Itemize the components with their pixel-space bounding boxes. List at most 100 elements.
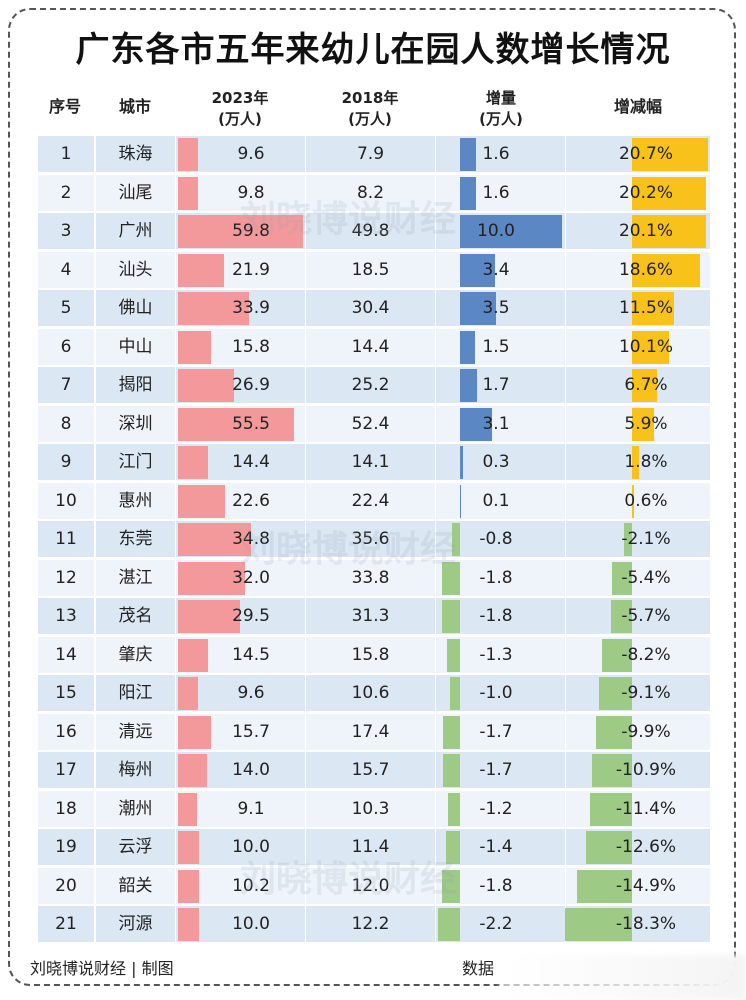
cell-pct: 6.7% [566, 367, 710, 403]
cell-2023: 14.4 [176, 444, 305, 480]
bar-increase [442, 715, 460, 749]
cell-text: 20 [55, 875, 77, 896]
bar-increase [437, 908, 460, 941]
cell-text: 云浮 [118, 837, 153, 857]
cell-2018: 15.7 [306, 752, 435, 788]
cell-2023: 9.6 [176, 136, 305, 172]
cell-pct: -2.1% [566, 521, 710, 557]
cell-text: 35.6 [351, 529, 390, 549]
cell-text: 15.7 [232, 721, 270, 742]
cell-increase: -1.0 [436, 675, 565, 711]
cell-text: -1.7 [479, 760, 513, 780]
table-row: 1 珠海 9.6 7.9 1.6 20.7% [0, 135, 746, 174]
footer-author: 刘晓博说财经 | 制图 [30, 959, 174, 978]
cell-2018: 49.8 [306, 213, 435, 249]
cell-text: 清远 [118, 721, 153, 742]
table-row: 21 河源 10.0 12.2 -2.2 -18.3% [0, 905, 746, 944]
table-row: 20 韶关 10.2 12.0 -1.8 -14.9% [0, 867, 746, 906]
cell-pct: -5.4% [566, 559, 710, 596]
cell-2018: 35.6 [306, 521, 435, 557]
cell-text: 惠州 [118, 490, 153, 511]
cell-2018: 8.2 [306, 174, 435, 211]
cell-text: 11 [55, 529, 77, 549]
cell-text: 30.4 [351, 298, 390, 318]
bar-pct [632, 407, 654, 441]
cell-text: 10.0 [232, 914, 270, 934]
cell-text: 8.2 [356, 182, 385, 203]
cell-2023: 22.6 [176, 482, 305, 519]
cell-text: -8.2% [621, 644, 671, 665]
cell-2023: 14.5 [176, 636, 305, 673]
bar-increase [460, 407, 492, 441]
header-seq: 序号 [48, 97, 81, 116]
cell-city: 东莞 [96, 521, 175, 557]
header-increase: 增量(万人) [479, 89, 523, 128]
bar-increase [446, 638, 460, 672]
cell-text: 1 [60, 144, 72, 164]
cell-text: 阳江 [118, 683, 153, 703]
cell-city: 江门 [96, 444, 175, 480]
cell-text: 18.5 [351, 259, 390, 280]
cell-text: 2 [60, 182, 72, 203]
cell-2023: 59.8 [176, 213, 305, 249]
cell-text: 梅州 [118, 760, 153, 780]
cell-text: 15.8 [351, 644, 390, 665]
cell-text: 17.4 [351, 721, 390, 742]
bar-increase [451, 523, 460, 556]
cell-text: 9.6 [237, 144, 265, 164]
bar-pct [632, 176, 707, 210]
cell-2023: 9.1 [176, 790, 305, 827]
cell-2018: 12.0 [306, 867, 435, 904]
page-title: 广东各市五年来幼儿在园人数增长情况 [75, 30, 671, 70]
cell-increase: 10.0 [436, 213, 565, 249]
cell-text: 59.8 [232, 221, 270, 241]
bar-increase [460, 484, 462, 518]
cell-text: -5.7% [621, 606, 671, 626]
bar-2023 [178, 792, 198, 826]
cell-seq: 5 [38, 290, 94, 326]
cell-text: 22.4 [351, 490, 390, 511]
cell-seq: 7 [38, 367, 94, 403]
cell-text: 55.5 [232, 413, 270, 434]
cell-2023: 15.7 [176, 713, 305, 750]
cell-text: -0.8 [479, 529, 513, 549]
cell-pct: -9.9% [566, 713, 710, 750]
watermark: 刘晓博说财经 [240, 529, 457, 570]
bar-pct [595, 715, 632, 749]
bar-pct [624, 523, 632, 556]
cell-text: 湛江 [118, 567, 153, 588]
bar-pct [632, 215, 706, 248]
cell-text: 韶关 [118, 875, 153, 896]
cell-text: 7 [60, 375, 72, 395]
cell-text: 河源 [118, 914, 153, 934]
table-row: 8 深圳 55.5 52.4 3.1 5.9% [0, 405, 746, 444]
cell-text: 汕尾 [118, 182, 153, 203]
cell-text: 18.6% [618, 259, 673, 280]
cell-text: -1.3 [479, 644, 513, 665]
bar-pct [632, 330, 670, 364]
cell-text: -1.2 [479, 798, 513, 819]
cell-2023: 10.0 [176, 906, 305, 942]
cell-text: 15 [55, 683, 77, 703]
cell-text: 14.4 [232, 452, 270, 472]
bar-pct [590, 792, 632, 826]
cell-text: 10.0 [232, 837, 270, 857]
dashed-frame [8, 8, 736, 986]
bar-2023 [178, 754, 208, 787]
bar-increase [447, 792, 460, 826]
cell-text: 1.7 [482, 375, 510, 395]
cell-text: 34.8 [232, 529, 270, 549]
cell-increase: -1.8 [436, 559, 565, 596]
cell-text: 0.3 [482, 452, 510, 472]
cell-city: 河源 [96, 906, 175, 942]
cell-2018: 25.2 [306, 367, 435, 403]
cell-text: 1.5 [482, 336, 510, 357]
cell-text: 5.9% [624, 413, 668, 434]
cell-text: 15.8 [232, 336, 270, 357]
cell-city: 中山 [96, 328, 175, 365]
bar-2023 [178, 138, 199, 171]
cell-text: -1.8 [479, 567, 513, 588]
cell-2018: 31.3 [306, 598, 435, 634]
cell-text: -1.8 [479, 875, 513, 896]
